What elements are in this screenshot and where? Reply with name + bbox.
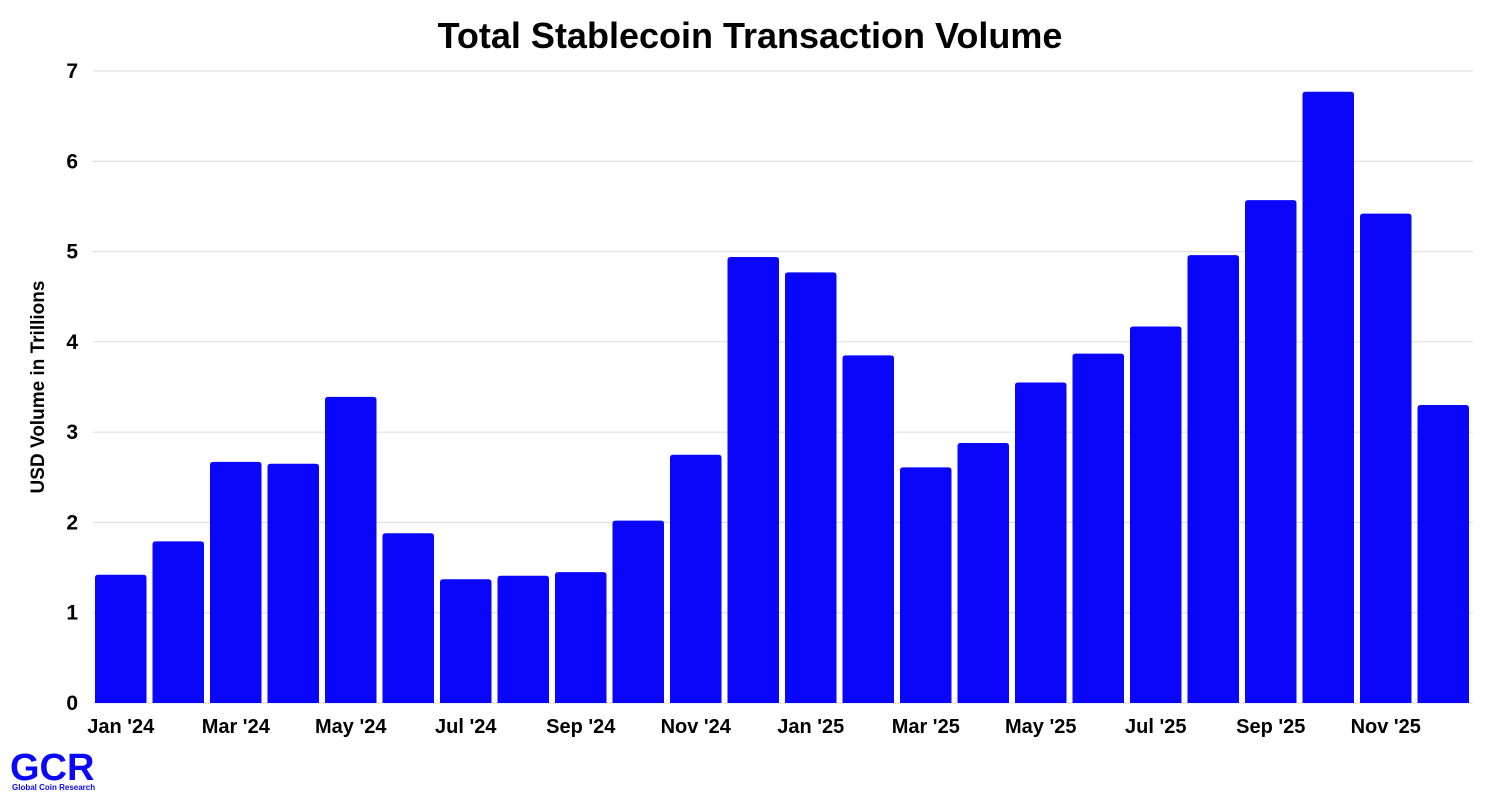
y-tick-label: 7	[66, 60, 78, 83]
bar-jan-24	[95, 574, 147, 703]
x-tick-label: Jan '24	[87, 716, 155, 738]
bar-feb-24	[152, 541, 204, 703]
x-axis-ticks: Jan '24 Mar '24 May '24 Jul '24 Sep '24 Nov '…	[87, 716, 1421, 738]
x-tick-label: Sep '24	[546, 716, 616, 738]
bar-may-24	[325, 396, 377, 703]
bar-sep-24	[555, 572, 607, 703]
y-axis-label: USD Volume in Trillions	[28, 281, 49, 494]
x-tick-label: Jan '25	[777, 716, 844, 738]
y-tick-label: 0	[66, 692, 78, 715]
gcr-logo: GCR Global Coin Research	[10, 747, 95, 792]
bar-oct-24	[612, 520, 664, 703]
x-tick-label: Mar '24	[202, 716, 271, 738]
bar-mar-24	[210, 461, 262, 703]
bar-dec-25	[1417, 405, 1469, 703]
x-tick-label: Nov '24	[661, 716, 732, 738]
bar-mar-25	[900, 467, 952, 703]
x-tick-label: Jul '24	[435, 716, 497, 738]
bar-aug-24	[497, 575, 549, 703]
x-tick-label: Sep '25	[1236, 716, 1305, 738]
bar-jan-25	[785, 272, 837, 703]
logo-name: Global Coin Research	[12, 783, 95, 792]
bar-apr-24	[267, 463, 319, 703]
bars	[95, 91, 1469, 703]
logo-mark: GCR	[10, 747, 94, 789]
y-tick-label: 2	[66, 511, 78, 534]
bar-oct-25	[1302, 91, 1354, 703]
y-tick-label: 5	[66, 241, 78, 264]
bar-nov-25	[1360, 213, 1412, 703]
bar-jul-24	[440, 579, 492, 703]
y-tick-label: 6	[66, 150, 78, 173]
y-tick-label: 4	[66, 331, 78, 354]
y-axis-ticks: 0 1 2 3 4 5 6 7	[66, 60, 78, 715]
bar-aug-25	[1187, 255, 1239, 703]
bar-jul-25	[1130, 326, 1182, 703]
y-tick-label: 1	[66, 602, 78, 625]
x-tick-label: May '25	[1005, 716, 1076, 738]
bar-jun-25	[1072, 353, 1124, 703]
x-tick-label: Mar '25	[892, 716, 960, 738]
x-tick-label: Nov '25	[1351, 716, 1421, 738]
x-tick-label: May '24	[315, 716, 387, 738]
y-tick-label: 3	[66, 421, 78, 444]
bar-apr-25	[957, 442, 1009, 703]
bar-may-25	[1015, 382, 1067, 703]
gridlines	[93, 70, 1473, 704]
bar-feb-25	[842, 355, 894, 703]
x-tick-label: Jul '25	[1125, 716, 1186, 738]
bar-jun-24	[382, 533, 434, 703]
bar-sep-25	[1245, 200, 1297, 703]
chart-title: Total Stablecoin Transaction Volume	[438, 15, 1063, 56]
bar-nov-24	[670, 454, 722, 703]
bar-dec-24	[727, 256, 779, 703]
